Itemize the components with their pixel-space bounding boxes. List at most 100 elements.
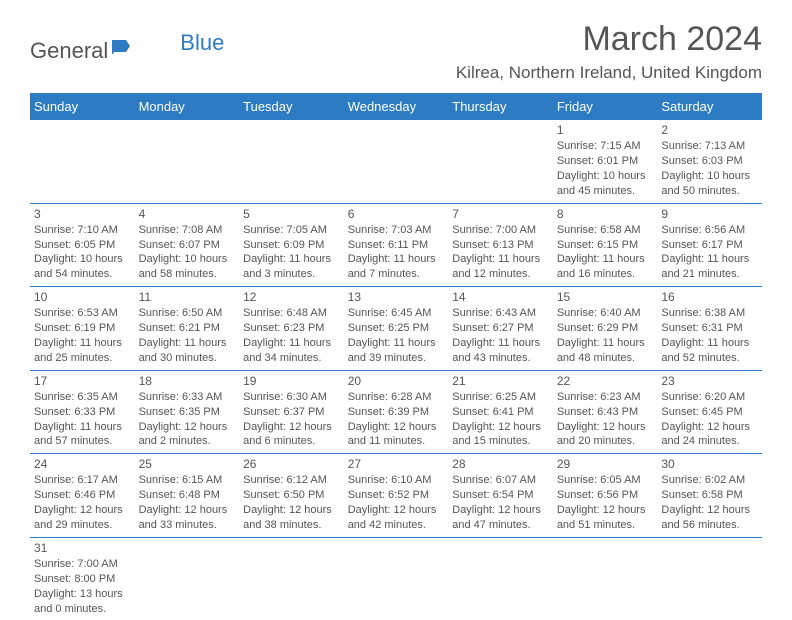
sunrise-text: Sunrise: 7:00 AM	[452, 223, 549, 238]
day-cell	[553, 537, 658, 620]
sunset-text: Sunset: 6:09 PM	[243, 238, 340, 253]
day-cell: 19Sunrise: 6:30 AMSunset: 6:37 PMDayligh…	[239, 370, 344, 454]
day-number: 21	[452, 373, 549, 389]
daylight-text: Daylight: 11 hours and 39 minutes.	[348, 336, 445, 366]
day-cell: 31Sunrise: 7:00 AMSunset: 8:00 PMDayligh…	[30, 537, 135, 620]
day-cell: 29Sunrise: 6:05 AMSunset: 6:56 PMDayligh…	[553, 454, 658, 538]
day-number: 20	[348, 373, 445, 389]
daylight-text: Daylight: 11 hours and 48 minutes.	[557, 336, 654, 366]
sunset-text: Sunset: 6:15 PM	[557, 238, 654, 253]
day-cell	[344, 537, 449, 620]
sunrise-text: Sunrise: 6:23 AM	[557, 390, 654, 405]
sunset-text: Sunset: 6:33 PM	[34, 405, 131, 420]
day-number: 6	[348, 206, 445, 222]
col-header: Tuesday	[239, 93, 344, 120]
sunrise-text: Sunrise: 6:10 AM	[348, 473, 445, 488]
day-cell	[30, 120, 135, 203]
day-cell: 11Sunrise: 6:50 AMSunset: 6:21 PMDayligh…	[135, 287, 240, 371]
day-cell: 20Sunrise: 6:28 AMSunset: 6:39 PMDayligh…	[344, 370, 449, 454]
sunset-text: Sunset: 6:37 PM	[243, 405, 340, 420]
sunset-text: Sunset: 6:56 PM	[557, 488, 654, 503]
sunrise-text: Sunrise: 7:10 AM	[34, 223, 131, 238]
daylight-text: Daylight: 12 hours and 29 minutes.	[34, 503, 131, 533]
daylight-text: Daylight: 11 hours and 34 minutes.	[243, 336, 340, 366]
day-number: 2	[661, 122, 758, 138]
week-row: 1Sunrise: 7:15 AMSunset: 6:01 PMDaylight…	[30, 120, 762, 203]
col-header: Wednesday	[344, 93, 449, 120]
day-cell: 6Sunrise: 7:03 AMSunset: 6:11 PMDaylight…	[344, 203, 449, 287]
sunset-text: Sunset: 6:52 PM	[348, 488, 445, 503]
col-header: Friday	[553, 93, 658, 120]
daylight-text: Daylight: 11 hours and 52 minutes.	[661, 336, 758, 366]
sunrise-text: Sunrise: 6:58 AM	[557, 223, 654, 238]
sunrise-text: Sunrise: 6:17 AM	[34, 473, 131, 488]
day-number: 11	[139, 289, 236, 305]
sunset-text: Sunset: 6:50 PM	[243, 488, 340, 503]
sunset-text: Sunset: 6:07 PM	[139, 238, 236, 253]
day-cell: 4Sunrise: 7:08 AMSunset: 6:07 PMDaylight…	[135, 203, 240, 287]
day-cell: 28Sunrise: 6:07 AMSunset: 6:54 PMDayligh…	[448, 454, 553, 538]
day-cell	[448, 537, 553, 620]
sunrise-text: Sunrise: 7:15 AM	[557, 139, 654, 154]
day-number: 31	[34, 540, 131, 556]
daylight-text: Daylight: 10 hours and 58 minutes.	[139, 252, 236, 282]
daylight-text: Daylight: 11 hours and 43 minutes.	[452, 336, 549, 366]
day-cell: 10Sunrise: 6:53 AMSunset: 6:19 PMDayligh…	[30, 287, 135, 371]
day-cell	[135, 120, 240, 203]
daylight-text: Daylight: 12 hours and 11 minutes.	[348, 420, 445, 450]
daylight-text: Daylight: 12 hours and 51 minutes.	[557, 503, 654, 533]
sunrise-text: Sunrise: 6:35 AM	[34, 390, 131, 405]
sunrise-text: Sunrise: 6:45 AM	[348, 306, 445, 321]
daylight-text: Daylight: 12 hours and 24 minutes.	[661, 420, 758, 450]
sunset-text: Sunset: 6:27 PM	[452, 321, 549, 336]
sunrise-text: Sunrise: 6:12 AM	[243, 473, 340, 488]
title-block: March 2024 Kilrea, Northern Ireland, Uni…	[456, 20, 762, 83]
sunset-text: Sunset: 6:21 PM	[139, 321, 236, 336]
daylight-text: Daylight: 11 hours and 21 minutes.	[661, 252, 758, 282]
sunset-text: Sunset: 6:29 PM	[557, 321, 654, 336]
day-number: 24	[34, 456, 131, 472]
daylight-text: Daylight: 11 hours and 12 minutes.	[452, 252, 549, 282]
day-number: 22	[557, 373, 654, 389]
sunrise-text: Sunrise: 7:05 AM	[243, 223, 340, 238]
header: General Blue March 2024 Kilrea, Northern…	[30, 20, 762, 83]
day-number: 30	[661, 456, 758, 472]
day-cell: 17Sunrise: 6:35 AMSunset: 6:33 PMDayligh…	[30, 370, 135, 454]
daylight-text: Daylight: 10 hours and 54 minutes.	[34, 252, 131, 282]
day-cell	[239, 120, 344, 203]
day-cell: 1Sunrise: 7:15 AMSunset: 6:01 PMDaylight…	[553, 120, 658, 203]
daylight-text: Daylight: 12 hours and 15 minutes.	[452, 420, 549, 450]
daylight-text: Daylight: 11 hours and 3 minutes.	[243, 252, 340, 282]
day-number: 25	[139, 456, 236, 472]
sunset-text: Sunset: 6:01 PM	[557, 154, 654, 169]
day-cell	[657, 537, 762, 620]
day-number: 23	[661, 373, 758, 389]
sunset-text: Sunset: 6:35 PM	[139, 405, 236, 420]
daylight-text: Daylight: 12 hours and 56 minutes.	[661, 503, 758, 533]
daylight-text: Daylight: 12 hours and 6 minutes.	[243, 420, 340, 450]
sunset-text: Sunset: 6:03 PM	[661, 154, 758, 169]
sunrise-text: Sunrise: 6:48 AM	[243, 306, 340, 321]
day-number: 13	[348, 289, 445, 305]
sunrise-text: Sunrise: 6:56 AM	[661, 223, 758, 238]
day-number: 10	[34, 289, 131, 305]
day-cell: 2Sunrise: 7:13 AMSunset: 6:03 PMDaylight…	[657, 120, 762, 203]
day-cell: 9Sunrise: 6:56 AMSunset: 6:17 PMDaylight…	[657, 203, 762, 287]
sunrise-text: Sunrise: 6:30 AM	[243, 390, 340, 405]
sunrise-text: Sunrise: 6:38 AM	[661, 306, 758, 321]
daylight-text: Daylight: 12 hours and 42 minutes.	[348, 503, 445, 533]
daylight-text: Daylight: 11 hours and 16 minutes.	[557, 252, 654, 282]
day-number: 29	[557, 456, 654, 472]
week-row: 31Sunrise: 7:00 AMSunset: 8:00 PMDayligh…	[30, 537, 762, 620]
sunrise-text: Sunrise: 6:43 AM	[452, 306, 549, 321]
day-cell: 7Sunrise: 7:00 AMSunset: 6:13 PMDaylight…	[448, 203, 553, 287]
day-number: 5	[243, 206, 340, 222]
sunset-text: Sunset: 6:43 PM	[557, 405, 654, 420]
week-row: 10Sunrise: 6:53 AMSunset: 6:19 PMDayligh…	[30, 287, 762, 371]
sunrise-text: Sunrise: 6:20 AM	[661, 390, 758, 405]
daylight-text: Daylight: 10 hours and 50 minutes.	[661, 169, 758, 199]
day-number: 26	[243, 456, 340, 472]
sunrise-text: Sunrise: 6:33 AM	[139, 390, 236, 405]
sunset-text: Sunset: 6:58 PM	[661, 488, 758, 503]
day-number: 18	[139, 373, 236, 389]
